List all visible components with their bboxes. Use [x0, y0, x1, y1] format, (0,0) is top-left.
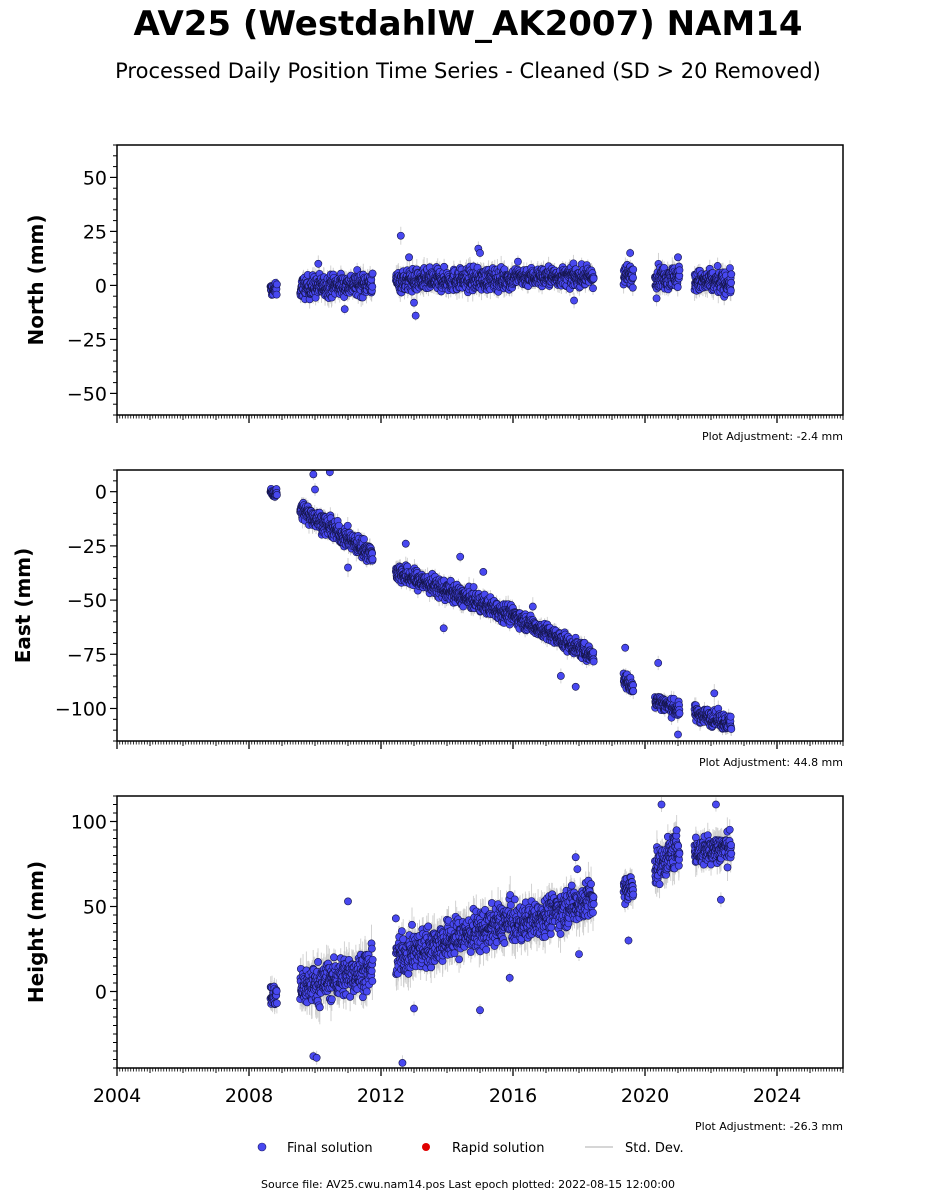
y-tick-label: 50 — [83, 167, 107, 189]
data-point — [628, 283, 637, 292]
y-tick-label: −25 — [67, 329, 107, 351]
data-point — [673, 283, 682, 291]
data-point — [340, 305, 349, 314]
data-point — [727, 278, 735, 287]
data-point — [629, 265, 638, 274]
data-point — [405, 253, 413, 262]
plot-area — [266, 470, 736, 741]
data-point — [726, 286, 735, 295]
data-point — [272, 280, 281, 289]
data-point — [514, 257, 522, 266]
data-point — [368, 269, 377, 278]
data-point — [411, 311, 420, 320]
data-point — [570, 296, 578, 305]
data-point — [396, 231, 405, 240]
plot-area — [266, 226, 736, 321]
data-point — [272, 290, 281, 299]
data-point — [368, 282, 377, 291]
data-point — [410, 298, 418, 307]
y-tick-label: 25 — [83, 221, 107, 243]
data-point — [629, 273, 637, 282]
data-point — [589, 274, 598, 283]
chart-title: AV25 (WestdahlW_AK2007) NAM14 — [133, 4, 802, 44]
y-tick-label: 0 — [95, 275, 107, 297]
y-tick-label: −50 — [67, 383, 107, 405]
chart-subtitle: Processed Daily Position Time Series - C… — [115, 59, 821, 83]
data-point — [652, 294, 661, 303]
panel-1: −50 −25 0 25 50 North (mm) Plot Adjustment: -2… — [24, 144, 844, 443]
data-point — [727, 270, 736, 279]
plot-adjustment-note: Plot Adjustment: -2.4 mm — [702, 430, 843, 443]
data-point — [675, 266, 684, 275]
data-point — [314, 259, 323, 268]
data-point — [713, 262, 722, 270]
data-point — [476, 249, 484, 257]
data-point — [626, 249, 635, 257]
data-point — [589, 284, 597, 293]
panels: −50 −25 0 25 50 North (mm) Plot Adjustment: -2… — [11, 144, 844, 1133]
y-axis-label: North (mm) — [24, 214, 48, 345]
data-point — [674, 253, 682, 262]
